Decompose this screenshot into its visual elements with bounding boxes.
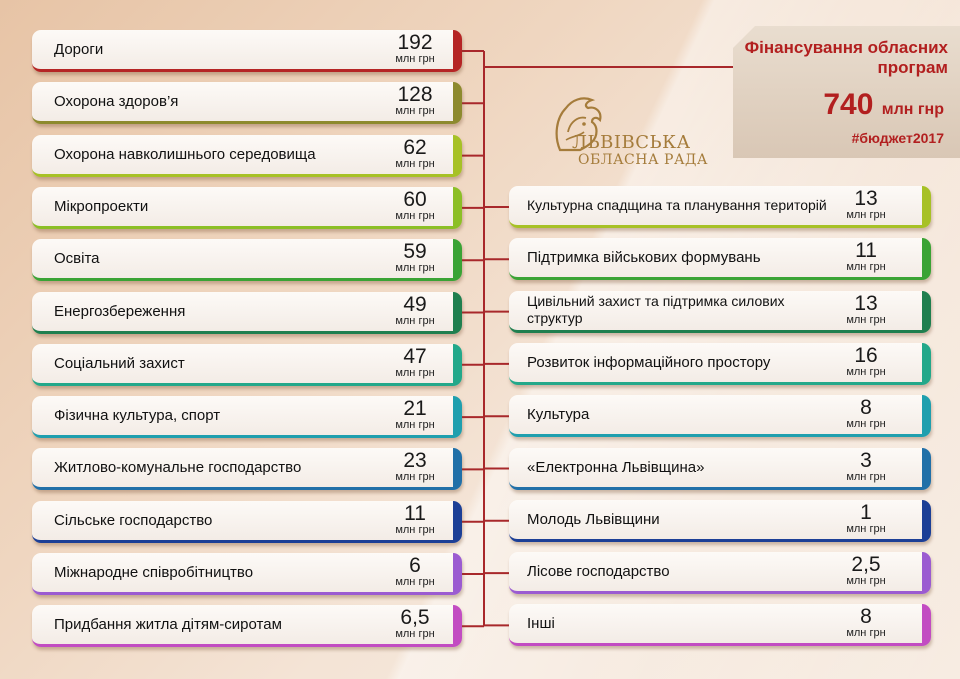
program-value: 2,5 [851, 553, 881, 577]
logo-line-2: ОБЛАСНА РАДА [578, 152, 709, 168]
program-item: Міжнародне співробітництво 6 млн грн [32, 553, 462, 595]
program-item: Мікропроекти 60 млн грн [32, 186, 462, 229]
total-unit: млн гнр [881, 101, 944, 118]
program-item: Інші 8 млн грн [509, 604, 931, 647]
program-item: Енергозбереження 49 млн грн [32, 291, 462, 334]
program-label: Цивільний захист та підтримка силових ст… [527, 293, 785, 327]
program-unit: млн грн [846, 418, 886, 431]
program-label: Фізична культура, спорт [54, 407, 221, 425]
program-unit: млн грн [846, 365, 886, 378]
program-item: Придбання житла дітям-сиротам 6,5 млн грн [32, 605, 462, 648]
program-item: Дороги 192 млн грн [32, 30, 462, 72]
program-unit: млн грн [395, 314, 435, 327]
program-value: 49 [403, 292, 427, 316]
total-amount: 740 млн гнр [823, 88, 944, 127]
program-item: Житлово-комунальне господарство 23 млн грн [32, 448, 462, 491]
program-label: Культура [527, 406, 590, 424]
program-unit: млн грн [846, 470, 886, 483]
program-item: Культура 8 млн грн [509, 395, 931, 438]
program-unit: млн грн [846, 575, 886, 588]
program-value: 62 [403, 135, 427, 159]
program-label: Енергозбереження [54, 302, 186, 320]
header-panel: Фінансування обласних програм 740 млн гн… [733, 26, 960, 158]
program-unit: млн грн [395, 262, 435, 275]
program-label: Охорона здоров’я [54, 93, 179, 111]
program-item: Цивільний захист та підтримка силових ст… [509, 290, 931, 333]
program-value: 59 [403, 240, 427, 264]
program-unit: млн грн [395, 157, 435, 170]
program-unit: млн грн [395, 53, 435, 65]
program-value: 6,5 [400, 606, 430, 630]
program-value: 60 [403, 187, 427, 211]
program-value: 16 [854, 343, 878, 367]
program-item: Сільське господарство 11 млн грн [32, 500, 462, 543]
program-item: Підтримка військових формувань 11 млн грн [509, 238, 931, 281]
program-unit: млн грн [846, 313, 886, 326]
program-value: 8 [860, 396, 872, 420]
program-unit: млн грн [846, 522, 886, 535]
program-value: 47 [403, 344, 427, 368]
program-item: Охорона здоров’я 128 млн грн [32, 82, 462, 125]
program-item: Лісове господарство 2,5 млн грн [509, 552, 931, 595]
header-title: Фінансування обласних програм [744, 38, 948, 77]
program-label: Мікропроекти [54, 197, 149, 215]
program-unit: млн грн [395, 576, 435, 588]
program-value: 21 [403, 397, 427, 421]
program-value: 3 [860, 448, 872, 472]
program-item: Освіта 59 млн грн [32, 239, 462, 282]
program-value: 11 [404, 501, 426, 525]
hashtag: #бюджет2017 [851, 130, 944, 146]
total-value: 740 [823, 88, 874, 121]
program-unit: млн грн [846, 261, 886, 274]
program-value: 23 [403, 449, 427, 473]
program-label: Охорона навколишнього середовища [54, 145, 316, 163]
program-label: Міжнародне співробітництво [54, 564, 254, 581]
program-value: 8 [860, 605, 872, 629]
program-label: Культурна спадщина та планування територ… [527, 197, 827, 213]
program-label: Житлово-комунальне господарство [54, 459, 302, 477]
program-item: Охорона навколишнього середовища 62 млн гр… [32, 134, 462, 177]
program-label: Молодь Львівщини [527, 510, 660, 528]
program-value: 11 [855, 239, 877, 263]
program-item: Фізична культура, спорт 21 млн грн [32, 396, 462, 439]
lion-icon [555, 97, 602, 152]
program-label: Соціальний захист [54, 354, 185, 372]
logo-line-1: ЛЬВІВСЬКА [572, 132, 691, 153]
program-value: 13 [854, 291, 878, 315]
program-unit: млн грн [395, 471, 435, 484]
program-label: Придбання житла дітям-сиротам [54, 616, 282, 634]
program-value: 128 [397, 83, 433, 107]
program-label: Розвиток інформаційного простору [527, 353, 771, 371]
council-logo: ЛЬВІВСЬКА ОБЛАСНА РАДА [550, 92, 710, 172]
program-label: Підтримка військових формувань [527, 249, 761, 267]
program-value: 192 [397, 31, 433, 54]
program-unit: млн грн [846, 627, 886, 640]
program-value: 1 [860, 500, 872, 524]
program-label: Освіта [54, 250, 100, 268]
program-unit: млн грн [395, 366, 435, 379]
program-label: Лісове господарство [527, 563, 670, 581]
program-unit: млн грн [395, 523, 435, 536]
program-item: Молодь Львівщини 1 млн грн [509, 499, 931, 542]
program-unit: млн грн [395, 209, 435, 222]
program-item: Культурна спадщина та планування територ… [509, 186, 931, 228]
program-value: 6 [409, 554, 421, 577]
program-item: Соціальний захист 47 млн грн [32, 343, 462, 386]
program-label: Сільське господарство [54, 511, 213, 529]
program-label: «Електронна Львівщина» [527, 458, 705, 476]
program-label: Дороги [54, 41, 104, 58]
program-unit: млн грн [395, 419, 435, 432]
program-unit: млн грн [846, 209, 886, 221]
program-label: Інші [527, 615, 555, 633]
program-value: 13 [854, 187, 878, 210]
program-item: «Електронна Львівщина» 3 млн грн [509, 447, 931, 490]
program-unit: млн грн [395, 105, 435, 118]
program-item: Розвиток інформаційного простору 16 млн гр… [509, 342, 931, 385]
program-unit: млн грн [395, 628, 435, 641]
